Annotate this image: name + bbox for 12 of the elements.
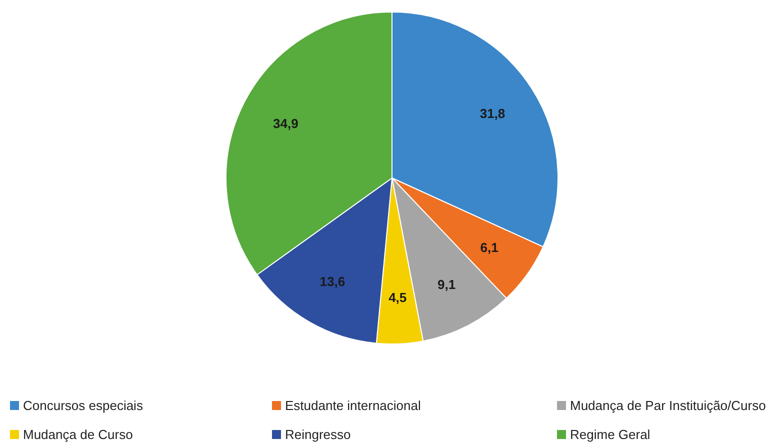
legend-label: Mudança de Curso — [23, 427, 133, 442]
legend-label: Mudança de Par Instituição/Curso — [570, 398, 766, 413]
legend-label: Estudante internacional — [285, 398, 421, 413]
data-label: 31,8 — [480, 106, 506, 121]
data-label: 4,5 — [388, 290, 407, 305]
legend-label: Regime Geral — [570, 427, 650, 442]
legend-label: Concursos especiais — [23, 398, 143, 413]
legend-label: Reingresso — [285, 427, 351, 442]
data-label: 13,6 — [320, 274, 346, 290]
data-label: 34,9 — [273, 116, 298, 131]
data-label: 9,1 — [438, 276, 456, 292]
data-label: 6,1 — [480, 240, 498, 255]
